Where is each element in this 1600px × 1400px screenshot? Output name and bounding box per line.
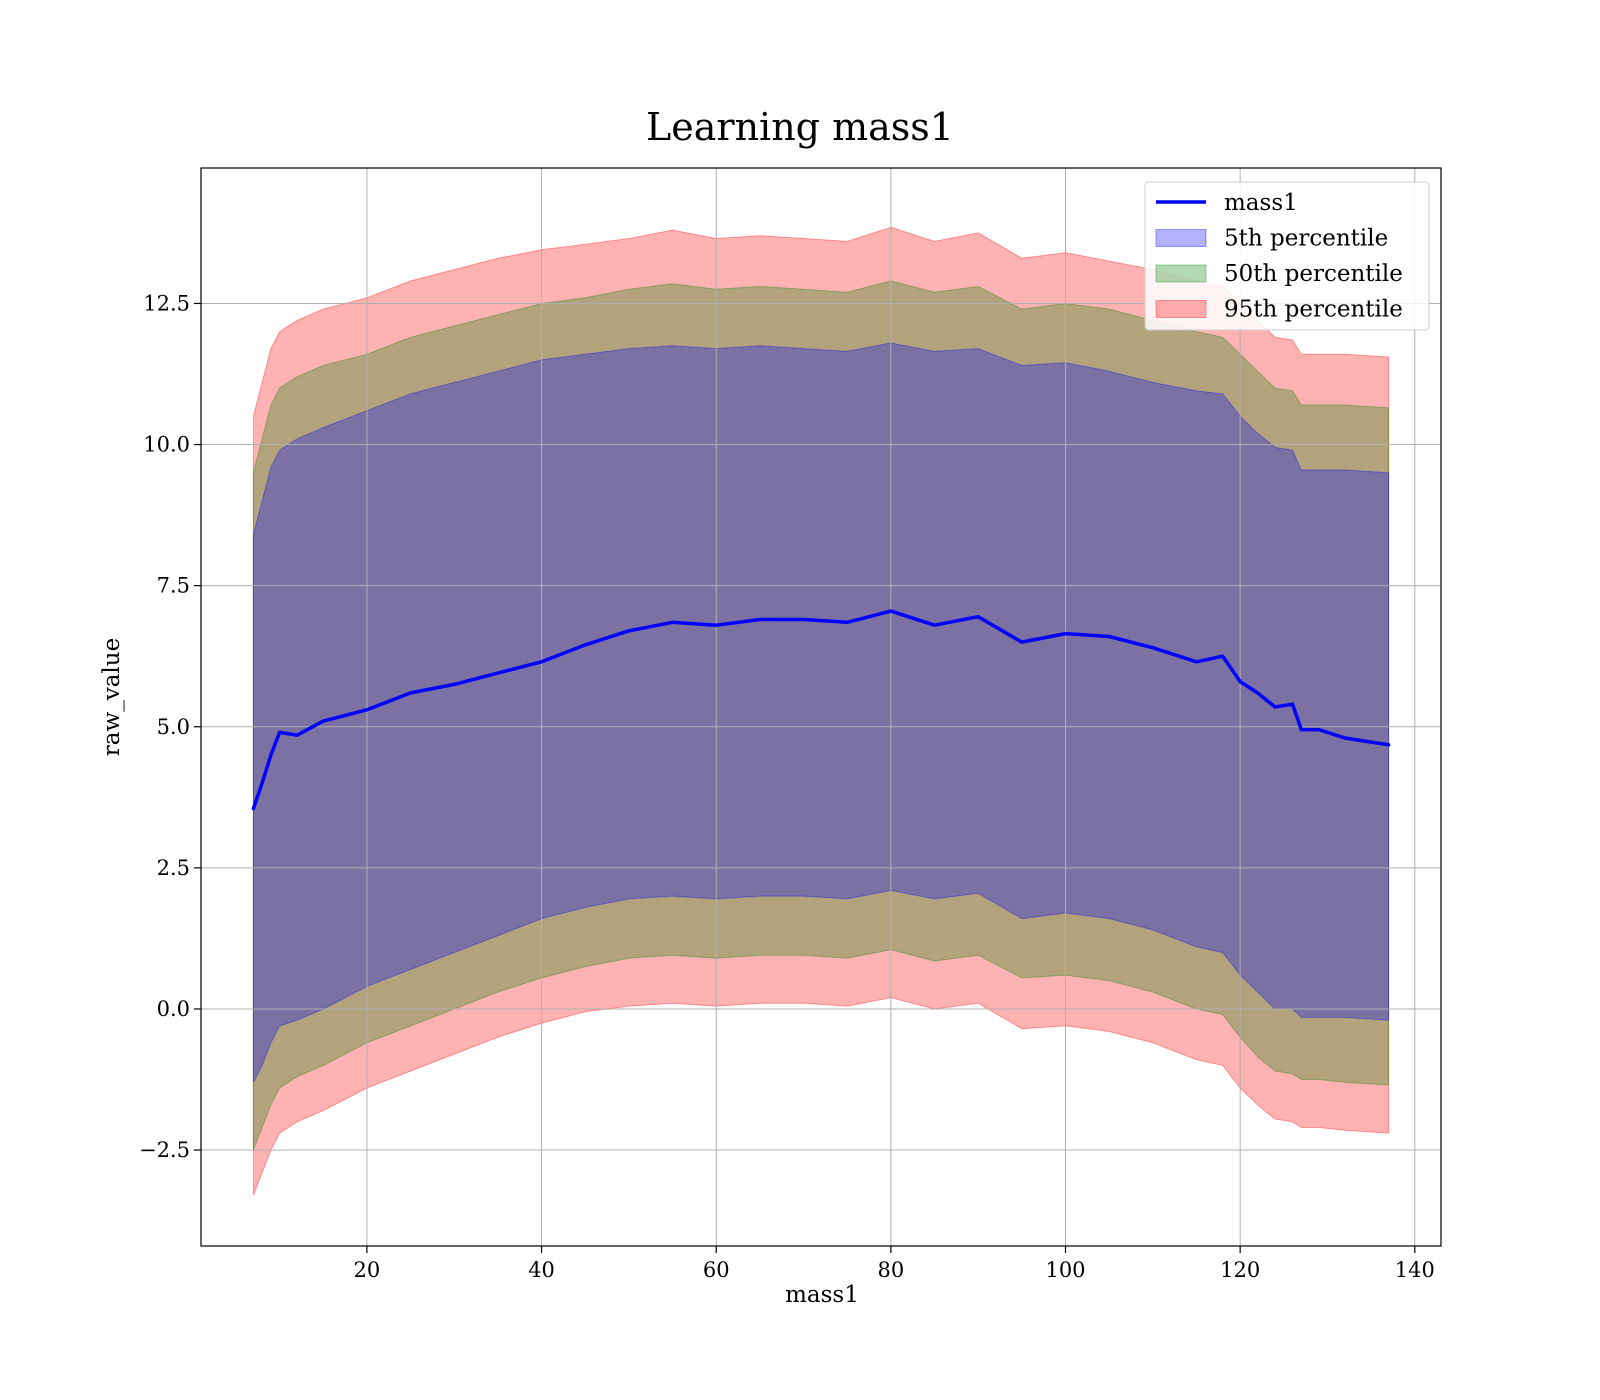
grid-lines	[201, 168, 1441, 1246]
x-tick-label: 80	[877, 1258, 904, 1282]
x-tick-label: 140	[1395, 1258, 1435, 1282]
x-tick-label: 100	[1045, 1258, 1085, 1282]
percentile-bands	[252, 226, 1390, 1196]
legend: mass1 5th percentile 50th percentile 95th p…	[1144, 181, 1430, 331]
legend-entry-label: 5th percentile	[1224, 226, 1388, 252]
legend-entry-label: 95th percentile	[1224, 297, 1403, 323]
mass1-series-layer	[251, 609, 1391, 811]
chart-title: Learning mass1	[646, 105, 954, 149]
y-axis-label: raw_value	[99, 638, 125, 756]
x-tick-label: 20	[354, 1258, 381, 1282]
y-tick-label: 0.0	[157, 997, 190, 1021]
series-line-mass1	[251, 609, 1391, 811]
y-tick-label: −2.5	[139, 1138, 190, 1162]
x-tick-label: 60	[703, 1258, 730, 1282]
legend-entry-label: mass1	[1224, 190, 1298, 216]
x-tick-label: 40	[528, 1258, 555, 1282]
band-95th-percentile	[252, 226, 1390, 1196]
x-axis-ticks: 20 40 60 80 100 120 140	[354, 1246, 1435, 1282]
plot-area-frame	[200, 167, 1442, 1247]
y-tick-label: 2.5	[157, 856, 190, 880]
legend-swatch-band	[1155, 300, 1207, 318]
y-tick-label: 12.5	[143, 291, 190, 315]
band-50th-percentile	[252, 280, 1390, 1151]
legend-swatch-band	[1155, 264, 1207, 283]
legend-swatch-band	[1155, 229, 1207, 247]
y-axis-ticks: −2.5 0.0 2.5 5.0 7.5 10.0 12.5	[139, 291, 201, 1162]
y-tick-label: 5.0	[157, 715, 190, 739]
x-tick-label: 120	[1220, 1258, 1260, 1282]
legend-entry-label: 50th percentile	[1224, 261, 1403, 287]
y-tick-label: 7.5	[157, 574, 190, 598]
legend-box	[1144, 181, 1430, 331]
band-5th-percentile	[252, 342, 1390, 1083]
x-axis-label: mass1	[785, 1282, 859, 1308]
y-tick-label: 10.0	[143, 433, 190, 457]
